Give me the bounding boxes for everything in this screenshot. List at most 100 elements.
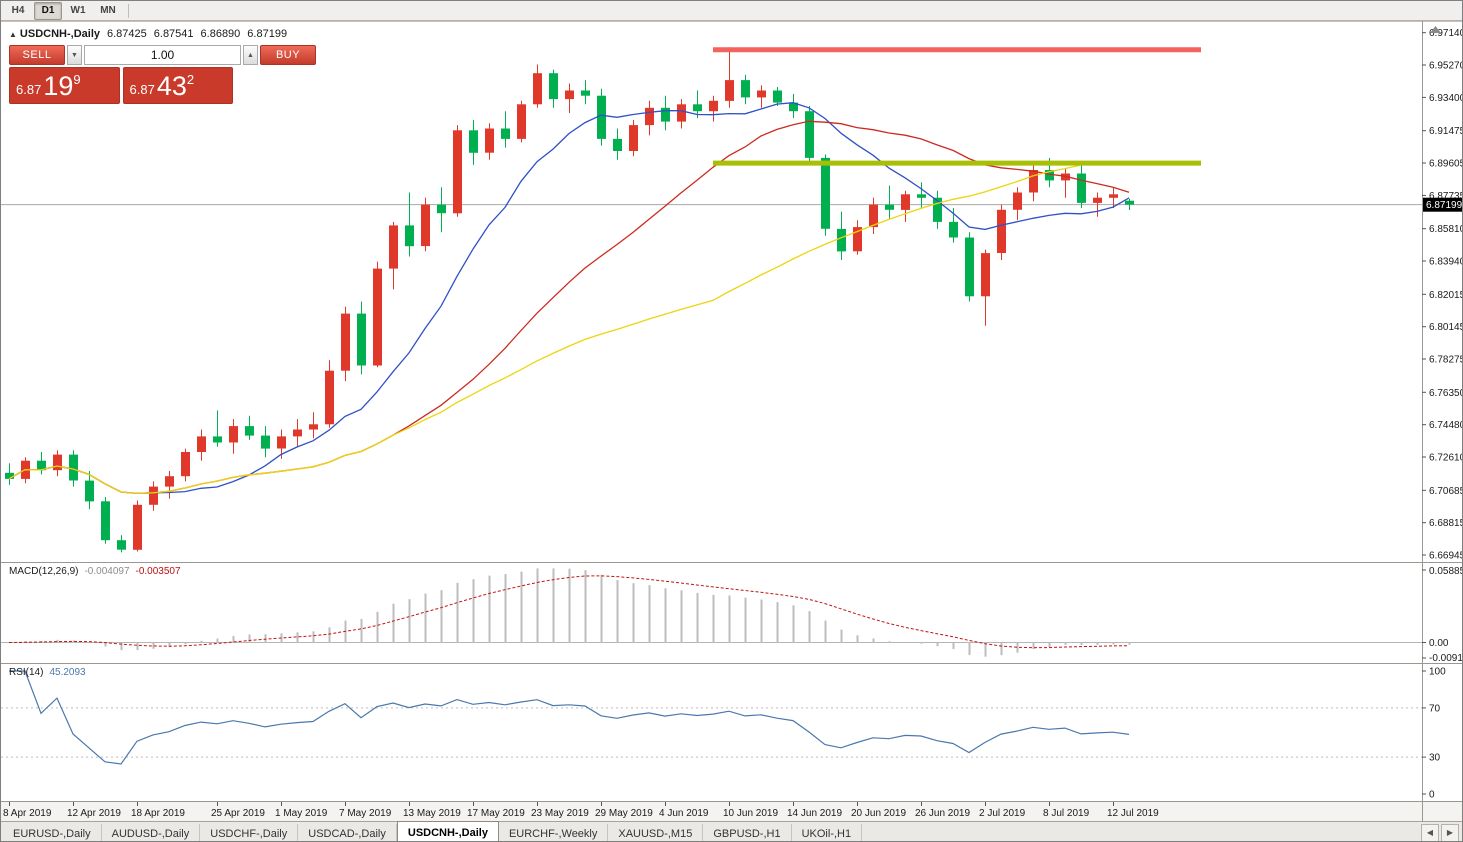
svg-text:6.74480: 6.74480 [1429, 420, 1463, 431]
svg-text:70: 70 [1429, 703, 1441, 714]
moving-average-45 [8, 161, 1130, 495]
price-axis[interactable]: 6.97140 6.95270 6.93400 6.91475 6.89605 6.877… [1422, 26, 1463, 562]
main-price-pane [1, 47, 1422, 553]
macd-label: MACD(12,26,9) -0.004097 -0.003507 [9, 566, 181, 577]
chart-svg[interactable]: 6.97140 6.95270 6.93400 6.91475 6.89605 6.87 7… [1, 21, 1463, 821]
sell-price-button[interactable]: 6.87 19 9 [9, 67, 120, 104]
svg-text:0.058851: 0.058851 [1429, 566, 1463, 577]
timeframe-button-d1[interactable]: D1 [34, 1, 62, 20]
chart-tab-ukoil-h1[interactable]: UKOil-,H1 [792, 824, 863, 841]
rsi-value: 45.2093 [49, 667, 86, 678]
rsi-name: RSI(14) [9, 667, 44, 678]
chart-tab-usdcnh-daily[interactable]: USDCNH-,Daily [396, 821, 499, 841]
timeframe-toolbar: H4 D1 W1 MN [1, 1, 1462, 21]
svg-text:30: 30 [1429, 753, 1441, 764]
volume-increase-button[interactable]: ▲ [243, 45, 258, 65]
chart-tab-eurusd-daily[interactable]: EURUSD-,Daily [3, 824, 102, 841]
svg-text:6.85810: 6.85810 [1429, 224, 1463, 235]
buy-price-sup: 2 [186, 72, 195, 87]
sell-price-sup: 9 [73, 72, 81, 87]
tab-scroll-controls: ◀ ▶ [1421, 823, 1462, 841]
sell-price-prefix: 6.87 [16, 82, 42, 97]
svg-text:29 May 2019: 29 May 2019 [595, 808, 653, 819]
toolbar-separator [128, 3, 129, 18]
svg-text:7 May 2019: 7 May 2019 [339, 808, 392, 819]
svg-text:6.66945: 6.66945 [1429, 551, 1463, 562]
svg-text:0: 0 [1429, 790, 1435, 801]
rsi-axis: 100 70 30 0 [1422, 667, 1446, 801]
chart-tab-eurchf-weekly[interactable]: EURCHF-,Weekly [499, 824, 609, 841]
moving-average-10 [8, 102, 1130, 495]
buy-button[interactable]: BUY [260, 45, 316, 65]
svg-text:6.91475: 6.91475 [1429, 126, 1463, 137]
date-axis[interactable]: 8 Apr 2019 12 Apr 2019 18 Apr 2019 25 Apr 2… [3, 802, 1159, 819]
ohlc-open: 6.87425 [107, 28, 147, 40]
svg-text:26 Jun 2019: 26 Jun 2019 [915, 808, 970, 819]
svg-text:6.76350: 6.76350 [1429, 388, 1463, 399]
tabs-scroll-right-button[interactable]: ▶ [1441, 823, 1459, 841]
timeframe-button-w1[interactable]: W1 [70, 5, 86, 16]
svg-text:6.68815: 6.68815 [1429, 518, 1463, 529]
trade-price-row: 6.87 19 9 6.87 43 2 [9, 67, 233, 104]
svg-text:8 Apr 2019: 8 Apr 2019 [3, 808, 52, 819]
rsi-pane [1, 670, 1422, 765]
buy-price-big: 43 [156, 71, 187, 101]
svg-text:20 Jun 2019: 20 Jun 2019 [851, 808, 906, 819]
svg-text:6.80145: 6.80145 [1429, 322, 1463, 333]
date-axis-strip [1, 802, 1462, 821]
one-click-trading-panel: SELL ▼ ▲ BUY 6.87 19 9 6.87 43 2 [9, 45, 316, 104]
chart-tab-usdcad-daily[interactable]: USDCAD-,Daily [298, 824, 397, 841]
chart-background [1, 21, 1462, 821]
sell-button[interactable]: SELL [9, 45, 65, 65]
ohlc-low: 6.86890 [200, 28, 241, 40]
buy-price-prefix: 6.87 [129, 82, 155, 97]
current-price-badge [1423, 197, 1462, 212]
chart-tab-xauusd-m15[interactable]: XAUUSD-,M15 [608, 824, 704, 841]
macd-axis: 0.058851 0.00 -0.009116 [1422, 566, 1463, 664]
svg-text:4 Jun 2019: 4 Jun 2019 [659, 808, 709, 819]
svg-text:8 Jul 2019: 8 Jul 2019 [1043, 808, 1090, 819]
macd-value-main: -0.004097 [84, 566, 130, 577]
svg-text:0.00: 0.00 [1429, 638, 1449, 649]
svg-text:-0.009116: -0.009116 [1429, 653, 1463, 664]
svg-text:25 Apr 2019: 25 Apr 2019 [211, 808, 265, 819]
svg-text:6.87199: 6.87199 [1426, 200, 1463, 211]
axes [1, 21, 1462, 821]
macd-pane [1, 568, 1422, 657]
macd-signal-line [8, 575, 1130, 649]
svg-text:12 Jul 2019: 12 Jul 2019 [1107, 808, 1159, 819]
timeframe-button-mn[interactable]: MN [100, 5, 116, 16]
volume-dropdown-button[interactable]: ▼ [67, 45, 82, 65]
tabs-scroll-left-button[interactable]: ◀ [1421, 823, 1439, 841]
buy-price-button[interactable]: 6.87 43 2 [122, 67, 233, 104]
svg-text:6.78275: 6.78275 [1429, 355, 1463, 366]
chart-tab-usdchf-daily[interactable]: USDCHF-,Daily [200, 824, 299, 841]
svg-text:12 Apr 2019: 12 Apr 2019 [67, 808, 121, 819]
macd-name: MACD(12,26,9) [9, 566, 79, 577]
timeframe-button-h4[interactable]: H4 [11, 5, 25, 16]
svg-text:100: 100 [1429, 667, 1446, 678]
chart-tabbar: EURUSD-,Daily AUDUSD-,Daily USDCHF-,Daily U… [1, 821, 1462, 841]
sell-price-big: 19 [43, 71, 74, 101]
chart-area[interactable]: 6.97140 6.95270 6.93400 6.91475 6.89605 6.87 7… [1, 21, 1463, 821]
svg-text:6.93400: 6.93400 [1429, 93, 1463, 104]
trade-controls-row: SELL ▼ ▲ BUY [9, 45, 316, 65]
chart-ohlc-header: ▲ USDCNH-,Daily 6.87425 6.87541 6.86890 … [9, 28, 287, 40]
svg-text:2 Jul 2019: 2 Jul 2019 [979, 808, 1026, 819]
chart-tab-gbpusd-h1[interactable]: GBPUSD-,H1 [703, 824, 792, 841]
svg-text:18 Apr 2019: 18 Apr 2019 [131, 808, 185, 819]
ohlc-high: 6.87541 [153, 28, 194, 40]
svg-text:1 May 2019: 1 May 2019 [275, 808, 328, 819]
svg-text:13 May 2019: 13 May 2019 [403, 808, 461, 819]
svg-text:6.97140: 6.97140 [1429, 28, 1463, 39]
symbol-marker-icon: ▲ [9, 29, 17, 39]
svg-text:6.89605: 6.89605 [1429, 159, 1463, 170]
svg-text:10 Jun 2019: 10 Jun 2019 [723, 808, 778, 819]
volume-input[interactable] [84, 45, 241, 65]
chart-tab-audusd-daily[interactable]: AUDUSD-,Daily [102, 824, 201, 841]
rsi-line [9, 670, 1130, 765]
svg-text:6.72610: 6.72610 [1429, 453, 1463, 464]
scroll-up-icon[interactable] [1430, 26, 1441, 33]
svg-text:6.95270: 6.95270 [1429, 61, 1463, 72]
